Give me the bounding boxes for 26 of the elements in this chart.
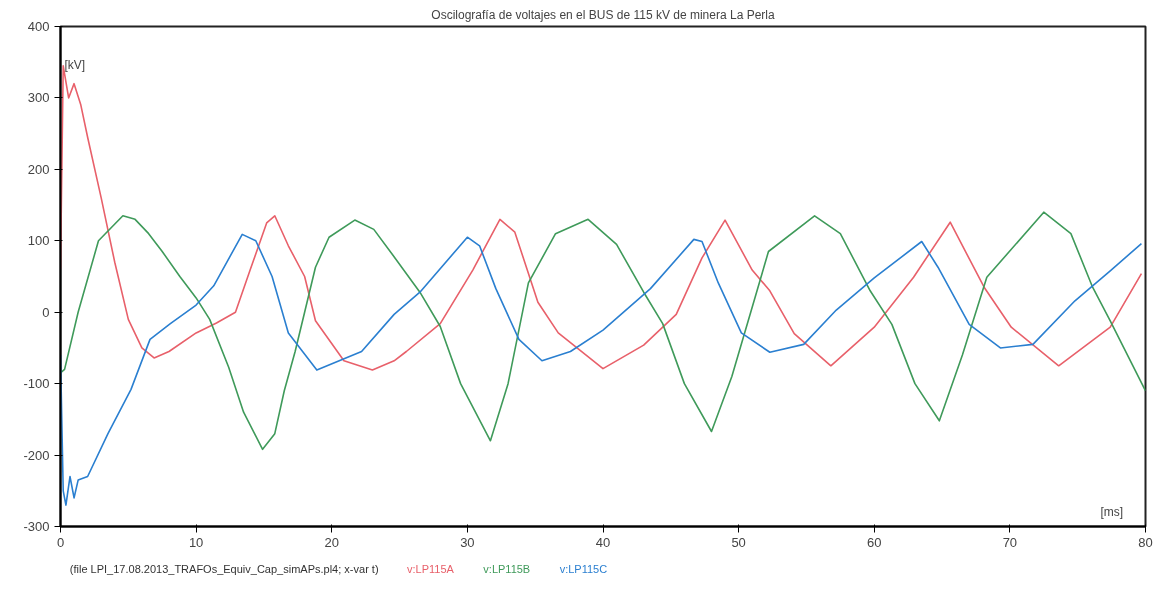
text: v:LP115A xyxy=(406,562,455,575)
y-tick-label: 300 xyxy=(27,90,50,106)
x-axis-title: [ms] xyxy=(1100,504,1124,519)
y-tick-label: -100 xyxy=(23,376,50,392)
y-tick-label: 200 xyxy=(27,161,50,177)
x-tick-label: 60 xyxy=(867,534,882,550)
y-tick-label: -300 xyxy=(23,519,50,534)
text: v:LP115B xyxy=(483,562,531,575)
y-tick-label: 400 xyxy=(27,19,50,34)
text: v:LP115C xyxy=(559,562,608,575)
x-tick-label: 20 xyxy=(324,534,339,550)
line-series xyxy=(60,211,1146,451)
line-series xyxy=(60,233,1143,506)
x-tick-label: 50 xyxy=(731,534,746,550)
y-tick-label: -200 xyxy=(23,447,50,463)
y-axis-title: [kV] xyxy=(64,57,86,72)
x-tick-label: 10 xyxy=(188,534,204,550)
x-tick-label: 0 xyxy=(56,534,65,550)
chart-title: Oscilografía de voltajes en el BUS de 115 kV de minera La Perla xyxy=(431,7,775,22)
x-tick-label: 40 xyxy=(595,534,611,550)
x-tick-label: 80 xyxy=(1138,534,1153,550)
y-tick-label: 0 xyxy=(42,304,50,320)
x-tick-label: 30 xyxy=(460,534,475,550)
text: (file LPI_17.08.2013_TRAFOs_Equiv_Cap_simAPs.pl4; x-var t) xyxy=(69,562,379,575)
y-tick-label: 100 xyxy=(27,233,50,249)
x-tick-label: 70 xyxy=(1002,534,1018,550)
